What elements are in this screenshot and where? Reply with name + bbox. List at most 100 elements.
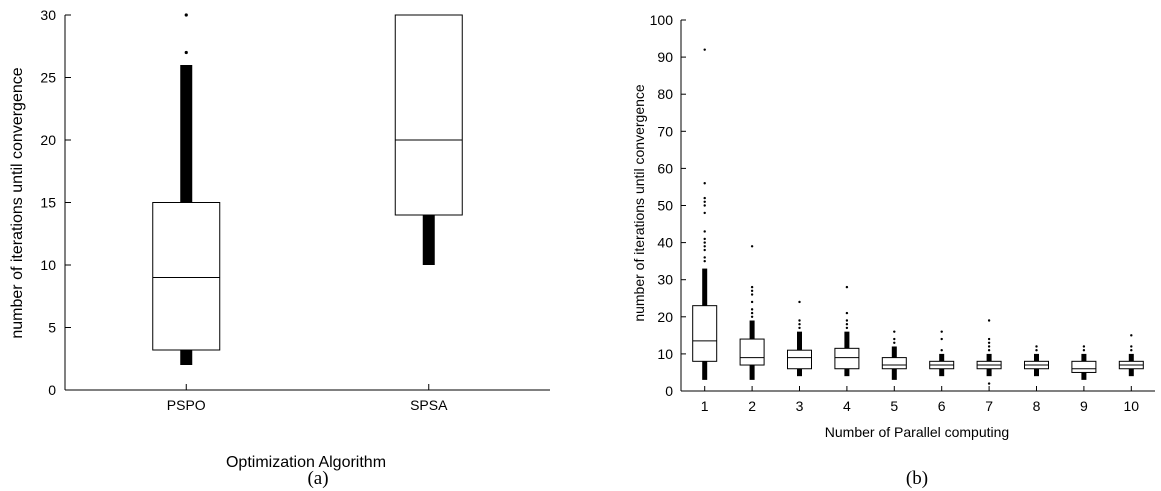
lower-whisker <box>1128 368 1134 377</box>
outlier-point <box>184 13 188 17</box>
lower-whisker <box>797 368 802 377</box>
lower-whisker <box>180 350 193 365</box>
panel-a-y-tick-label: 0 <box>48 382 56 398</box>
lower-whisker <box>422 215 435 265</box>
upper-whisker <box>986 353 992 362</box>
panel-b-box-5 <box>881 330 907 380</box>
outlier-point <box>703 237 706 241</box>
outlier-point <box>750 285 754 289</box>
lower-whisker <box>749 365 755 380</box>
outlier-point <box>893 337 896 341</box>
outlier-point <box>1130 334 1133 337</box>
outlier-point <box>750 245 754 248</box>
outlier-point <box>940 348 943 352</box>
outlier-point <box>1130 348 1133 352</box>
outlier-point <box>798 326 801 330</box>
outlier-point <box>987 348 991 352</box>
outlier-point <box>1035 345 1038 348</box>
outlier-point <box>798 323 801 326</box>
outlier-point <box>703 230 706 233</box>
panel-b-y-tick-label: 10 <box>657 346 673 362</box>
panel-b-x-tick-label: 3 <box>796 398 804 414</box>
outlier-point <box>750 293 754 296</box>
panel-b-x-tick-label: 1 <box>701 398 709 414</box>
panel-a-y-tick-label: 30 <box>40 7 56 23</box>
outlier-point <box>845 323 849 326</box>
panel-b-y-tick-label: 60 <box>657 160 673 176</box>
upper-whisker <box>180 65 193 203</box>
upper-whisker <box>702 268 708 306</box>
outlier-point <box>845 319 849 322</box>
outlier-point <box>845 285 849 289</box>
panel-b-x-tick-label: 4 <box>843 398 851 414</box>
outlier-point <box>750 308 754 311</box>
panel-a-box-SPSA <box>394 14 463 265</box>
outlier-point <box>798 319 801 322</box>
upper-whisker <box>1081 353 1087 362</box>
panel-b-y-tick-label: 30 <box>657 272 673 288</box>
panel-b-box-9 <box>1071 345 1097 380</box>
panel-b-box-10 <box>1118 334 1144 377</box>
lower-whisker <box>702 361 708 380</box>
panel-a-y-tick-label: 15 <box>40 195 56 211</box>
panel-b-y-tick-label: 100 <box>650 12 674 28</box>
outlier-point <box>703 259 706 263</box>
outlier-point <box>893 341 896 344</box>
outlier-point <box>703 241 706 244</box>
panel-a-xlabel: Optimization Algorithm <box>226 454 386 471</box>
panel-b-caption: (b) <box>906 468 928 489</box>
outlier-point <box>750 289 754 293</box>
box <box>881 357 907 370</box>
panel-b-box-2 <box>739 245 765 380</box>
panel-b-y-tick-label: 0 <box>665 383 673 399</box>
outlier-point <box>703 48 706 51</box>
panel-b-x-tick-label: 10 <box>1124 398 1140 414</box>
box <box>739 338 765 366</box>
outlier-point <box>184 50 188 55</box>
box <box>394 14 463 216</box>
upper-whisker <box>891 346 897 358</box>
panel-a-y-tick-label: 20 <box>40 132 56 148</box>
lower-whisker <box>1081 372 1087 380</box>
panel-a-y-tick-label: 10 <box>40 257 56 273</box>
outlier-point <box>703 211 706 215</box>
outlier-point <box>1082 345 1086 348</box>
panel-b-box-4 <box>834 285 860 377</box>
panel-b-y-tick-label: 50 <box>657 198 673 214</box>
outlier-point <box>987 345 991 348</box>
panel-b-box-8 <box>1024 345 1049 377</box>
outlier-point <box>703 256 706 259</box>
panel-b-x-tick-label: 8 <box>1033 398 1041 414</box>
panel-a-x-tick-label: SPSA <box>410 397 448 413</box>
panel-a-x-tick-label: PSPO <box>167 397 206 413</box>
outlier-point <box>987 319 991 322</box>
panel-b-box-3 <box>787 300 812 377</box>
outlier-point <box>703 245 706 248</box>
outlier-point <box>987 337 991 341</box>
panel-b-ylabel: number of iterations until convergence <box>631 84 647 322</box>
box <box>1071 360 1097 373</box>
lower-whisker <box>939 368 945 377</box>
panel-a-caption: (a) <box>307 468 328 489</box>
panel-a-y-tick-label: 5 <box>48 320 56 336</box>
outlier-point <box>1082 348 1086 352</box>
panel-b-xlabel: Number of Parallel computing <box>825 424 1009 440</box>
panel-b-y-tick-label: 40 <box>657 235 673 251</box>
outlier-point <box>703 200 706 203</box>
outlier-point <box>845 311 849 315</box>
lower-whisker <box>986 368 992 377</box>
panel-b-y-tick-label: 80 <box>657 86 673 102</box>
outlier-point <box>893 330 896 333</box>
panel-a-y-tick-label: 25 <box>40 70 56 86</box>
panel-b-box-6 <box>929 330 955 377</box>
outlier-point <box>940 337 943 341</box>
panel-a-ylabel: number of iterations until convergence <box>9 67 26 338</box>
panel-b-y-tick-label: 90 <box>657 49 673 65</box>
outlier-point <box>703 204 706 207</box>
panel-b-x-tick-label: 9 <box>1080 398 1088 414</box>
box <box>787 349 812 370</box>
chart-panel-b: number of iterations until convergence N… <box>631 12 1155 489</box>
panel-b-y-tick-label: 20 <box>657 309 673 325</box>
upper-whisker <box>844 331 850 349</box>
